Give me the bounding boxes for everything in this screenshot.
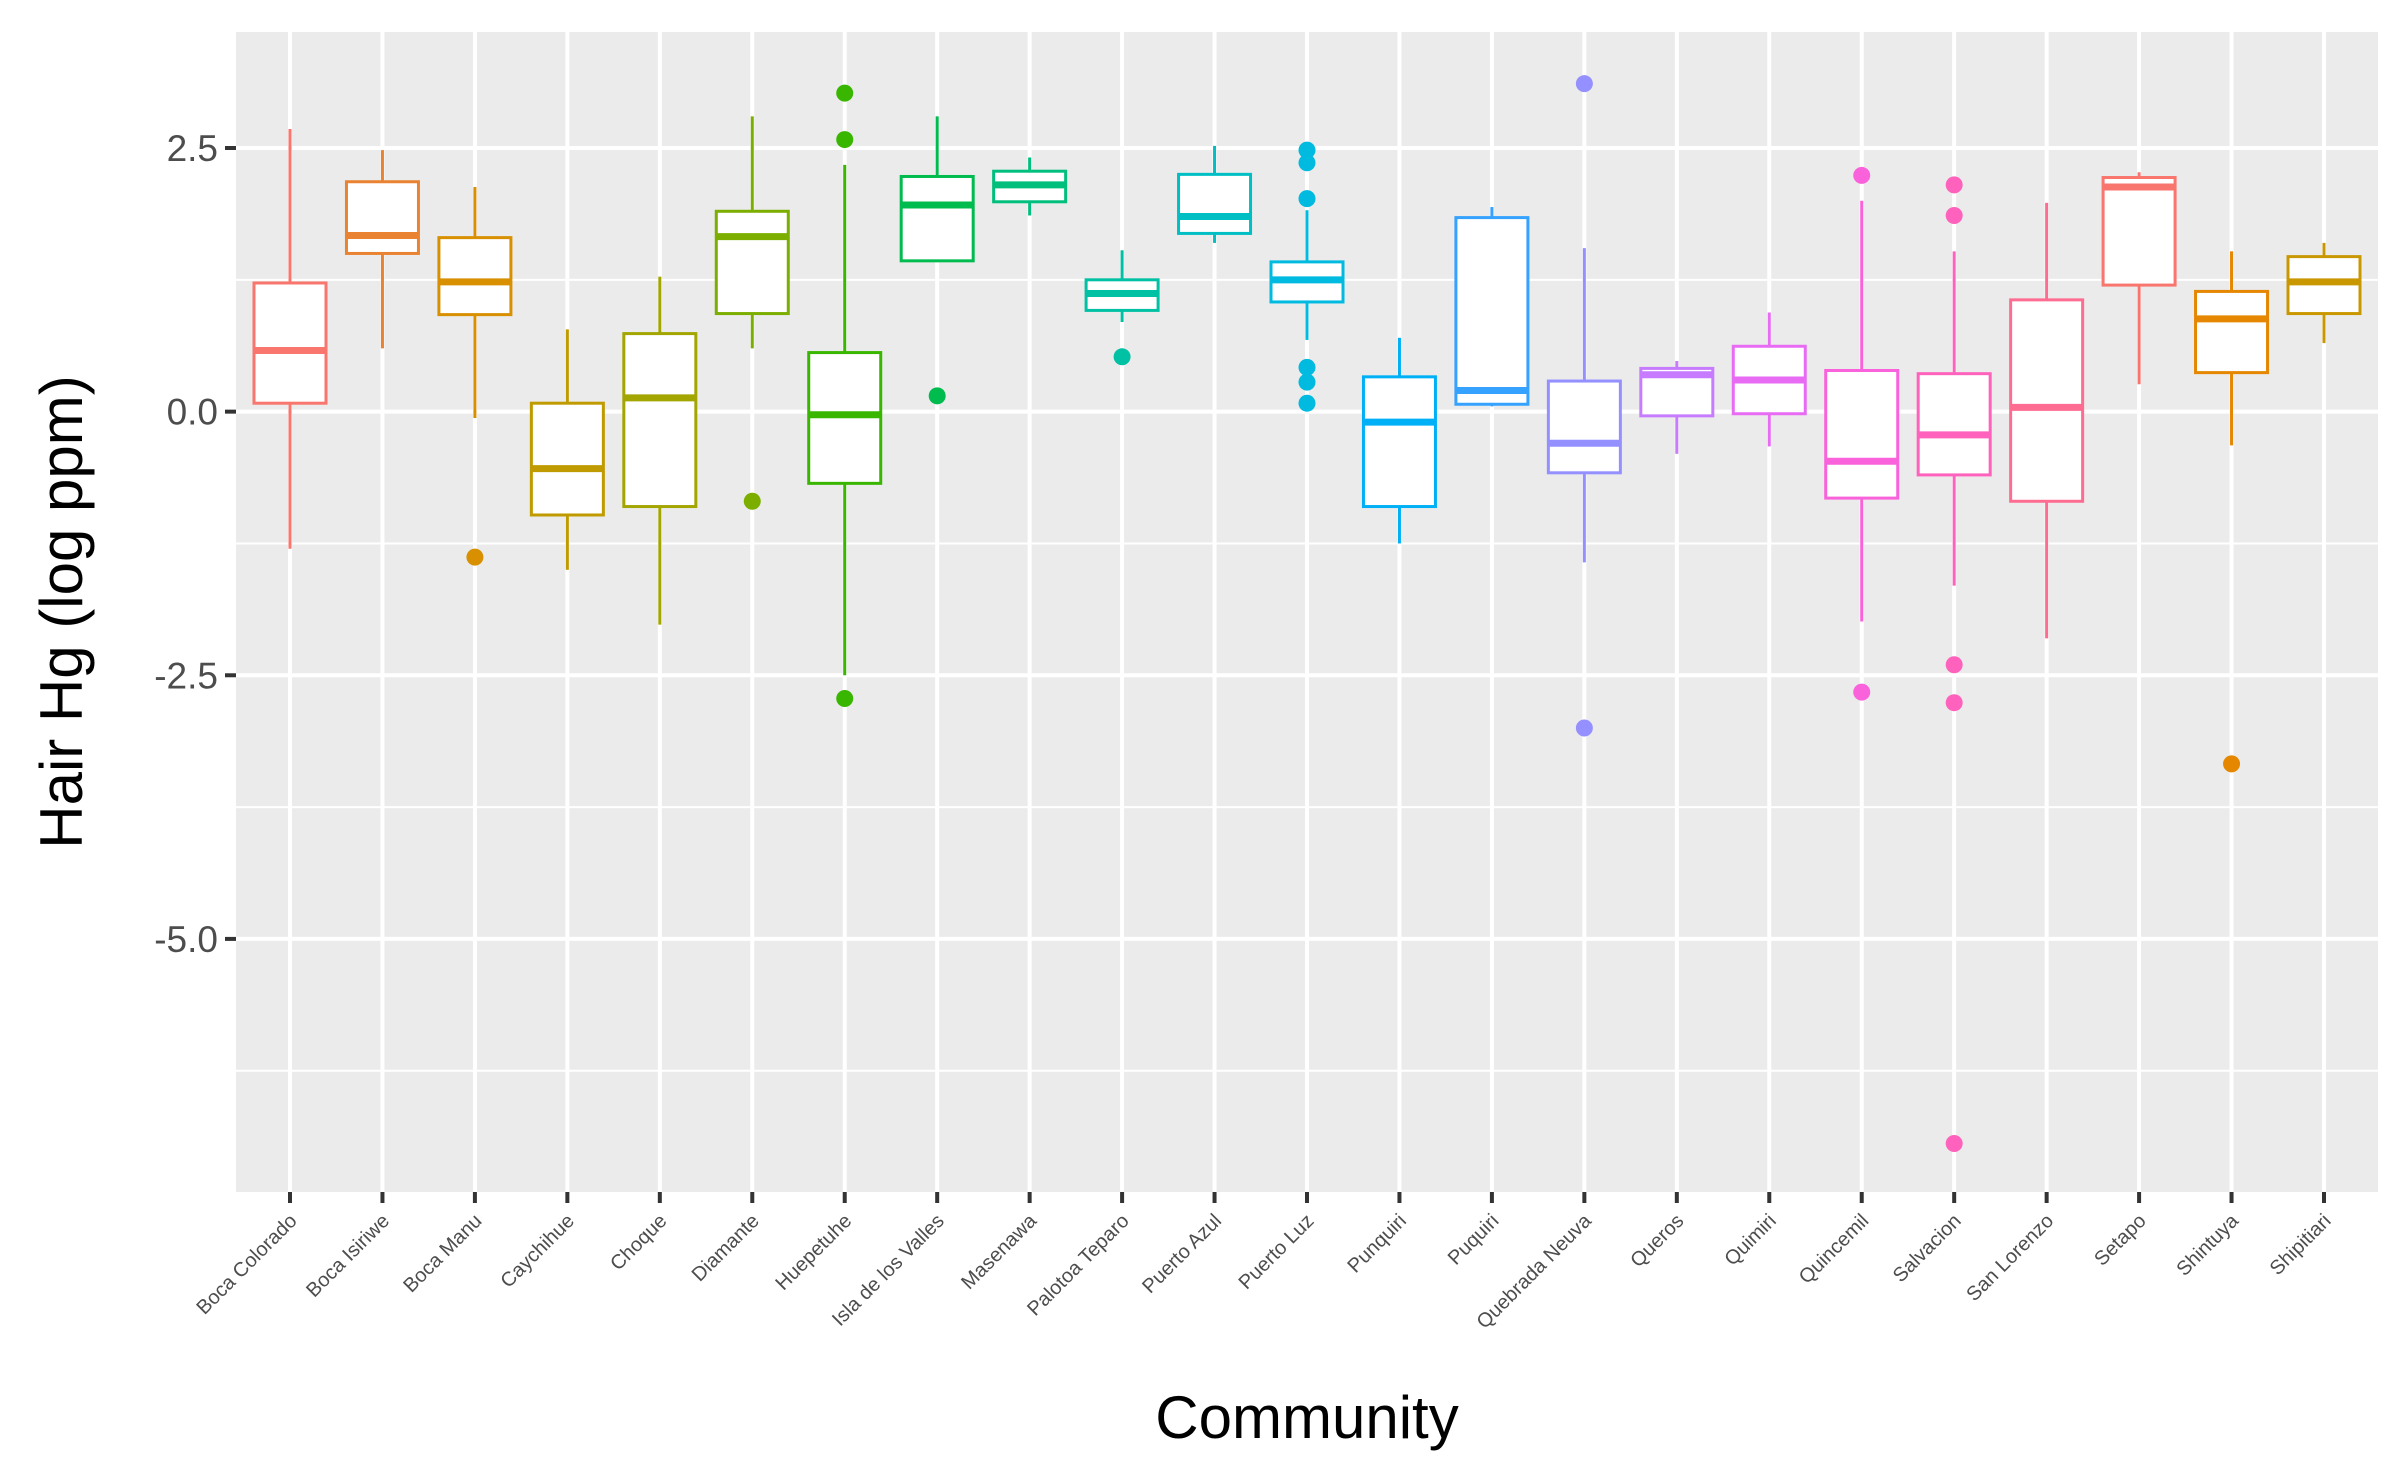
box-puerto-azul (1177, 145, 1253, 243)
outlier-point (836, 131, 854, 149)
box-masenawa (992, 157, 1068, 216)
x-tick-label: Puquiri (1444, 1210, 1504, 1270)
box-diamante (714, 116, 790, 510)
x-tick-label: Boca Manu (399, 1210, 486, 1297)
box-body (252, 281, 328, 405)
box-isla-de-los-valles (899, 116, 975, 405)
outlier-point (1945, 694, 1963, 712)
box-body (344, 180, 420, 255)
outlier-point (928, 387, 946, 405)
x-tick-label: Setapo (2090, 1210, 2150, 1270)
box-body (437, 236, 513, 317)
box-body (2194, 289, 2270, 375)
y-tick-label: -5.0 (154, 919, 218, 960)
box-quebrada-neuva (1546, 75, 1622, 737)
x-tick-label: Quimiri (1720, 1210, 1780, 1270)
x-tick-label: Boca Isiriwe (302, 1210, 394, 1302)
box-body (2009, 298, 2085, 503)
box-body (1454, 216, 1530, 406)
box-body (1546, 379, 1622, 475)
box-boca-manu (437, 187, 513, 566)
x-axis: Boca Colorado Boca Isiriwe Boca Manu Caychi… (192, 1192, 2336, 1333)
outlier-point (1945, 1134, 1963, 1152)
box-shipitiari (2286, 242, 2362, 344)
outlier-point (836, 84, 854, 102)
outlier-point (1853, 166, 1871, 184)
x-tick-label: Puerto Azul (1138, 1210, 1226, 1298)
x-tick-label: Salvacion (1889, 1210, 1966, 1287)
box-body (529, 401, 605, 517)
x-tick-label: San Lorenzo (1962, 1210, 2058, 1306)
x-tick-label: Boca Colorado (192, 1210, 301, 1319)
outlier-point (1945, 656, 1963, 674)
outlier-point (1298, 358, 1316, 376)
box-body (714, 209, 790, 316)
box-setapo (2101, 172, 2177, 385)
x-tick-label: Punquiri (1344, 1210, 1411, 1277)
x-tick-label: Huepetuhe (771, 1210, 856, 1295)
x-tick-label: Masenawa (957, 1209, 1042, 1294)
box-huepetuhe (807, 84, 883, 707)
box-body (1916, 372, 1992, 477)
y-tick-label: 0.0 (167, 392, 218, 433)
outlier-point (836, 689, 854, 707)
x-tick-label: Quincemil (1795, 1210, 1873, 1288)
outlier-point (1945, 206, 1963, 224)
box-body (1824, 369, 1900, 500)
outlier-point (1945, 176, 1963, 194)
x-tick-label: Choque (606, 1210, 671, 1275)
box-san-lorenzo (2009, 202, 2085, 639)
outlier-point (2223, 755, 2241, 773)
outlier-point (1298, 154, 1316, 172)
outlier-point (1853, 683, 1871, 701)
box-puquiri (1454, 207, 1530, 407)
outlier-point (1575, 719, 1593, 737)
box-quimiri (1731, 312, 1807, 447)
y-tick-label: 2.5 (167, 128, 218, 169)
x-tick-label: Diamante (688, 1210, 764, 1286)
x-axis-title: Community (1155, 1384, 1458, 1451)
box-body (622, 332, 698, 509)
outlier-point (1575, 75, 1593, 93)
box-choque (622, 276, 698, 625)
box-quincemil (1824, 166, 1900, 701)
outlier-point (1298, 373, 1316, 391)
x-tick-label: Queros (1626, 1210, 1688, 1272)
outlier-point (1113, 348, 1131, 366)
outlier-point (466, 548, 484, 566)
box-punquiri (1361, 337, 1437, 544)
box-boca-colorado (252, 129, 328, 549)
x-tick-label: Shintuya (2172, 1209, 2243, 1280)
y-axis-title: Hair Hg (log ppm) (28, 375, 95, 848)
box-palotoa-teparo (1084, 250, 1160, 366)
box-shintuya (2194, 251, 2270, 773)
box-boca-isiriwe (344, 150, 420, 349)
x-tick-label: Caychihue (497, 1210, 579, 1292)
box-body (2101, 176, 2177, 287)
y-axis: -5.0 -2.5 0.0 2.5 (154, 128, 236, 960)
box-body (1177, 172, 1253, 235)
box-salvacion (1916, 176, 1992, 1152)
box-caychihue (529, 329, 605, 570)
boxes-layer (252, 75, 2362, 1152)
x-tick-label: Puerto Luz (1235, 1210, 1319, 1294)
y-tick-label: -2.5 (154, 655, 218, 696)
box-queros (1639, 361, 1715, 454)
outlier-point (1298, 394, 1316, 412)
box-body (1361, 375, 1437, 509)
outlier-point (743, 492, 761, 510)
outlier-point (1298, 141, 1316, 159)
box-body (899, 174, 975, 263)
outlier-point (1298, 190, 1316, 208)
box-puerto-luz (1269, 141, 1345, 412)
x-tick-label: Shipitiari (2266, 1210, 2336, 1280)
